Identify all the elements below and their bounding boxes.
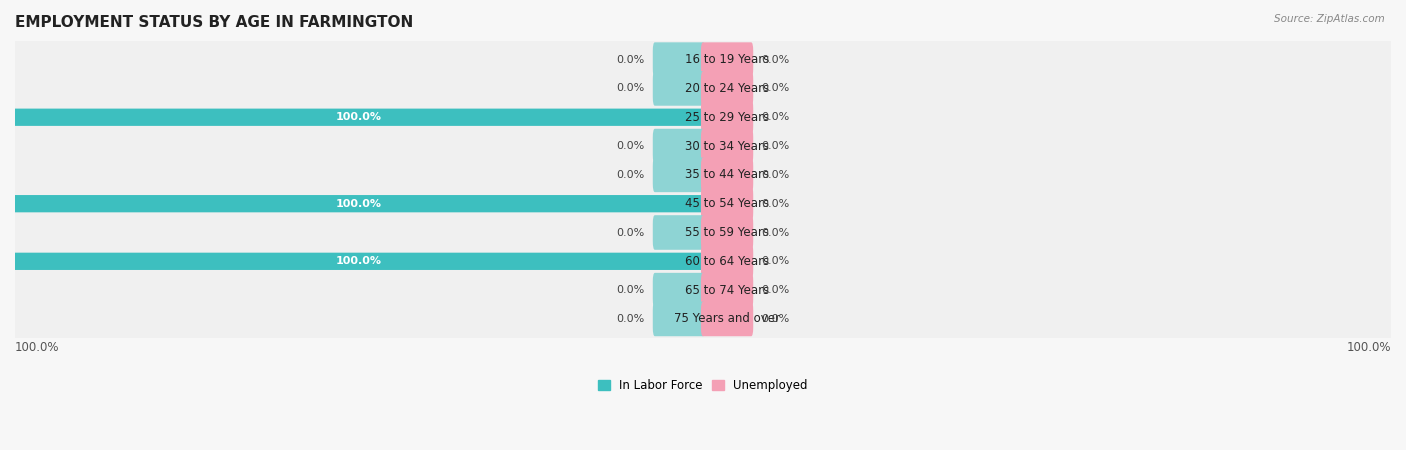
FancyBboxPatch shape [702,273,754,307]
Text: EMPLOYMENT STATUS BY AGE IN FARMINGTON: EMPLOYMENT STATUS BY AGE IN FARMINGTON [15,15,413,30]
FancyBboxPatch shape [652,273,704,307]
Text: 100.0%: 100.0% [336,256,382,266]
Text: 0.0%: 0.0% [616,314,644,324]
FancyBboxPatch shape [702,302,754,336]
Text: 0.0%: 0.0% [616,228,644,238]
FancyBboxPatch shape [15,252,703,270]
FancyBboxPatch shape [15,195,703,212]
Legend: In Labor Force, Unemployed: In Labor Force, Unemployed [593,374,813,397]
Text: 75 Years and over: 75 Years and over [673,312,780,325]
FancyBboxPatch shape [0,36,1406,83]
Text: 100.0%: 100.0% [336,199,382,209]
Text: 35 to 44 Years: 35 to 44 Years [685,168,769,181]
FancyBboxPatch shape [702,71,754,106]
FancyBboxPatch shape [0,152,1406,198]
Text: 0.0%: 0.0% [762,256,790,266]
Text: 0.0%: 0.0% [616,54,644,65]
Text: 0.0%: 0.0% [616,170,644,180]
FancyBboxPatch shape [652,158,704,192]
FancyBboxPatch shape [652,215,704,250]
Text: 45 to 54 Years: 45 to 54 Years [685,197,769,210]
Text: 0.0%: 0.0% [762,314,790,324]
Text: 65 to 74 Years: 65 to 74 Years [685,284,769,297]
Text: 16 to 19 Years: 16 to 19 Years [685,53,769,66]
FancyBboxPatch shape [702,215,754,250]
FancyBboxPatch shape [0,94,1406,140]
Text: 30 to 34 Years: 30 to 34 Years [685,140,769,153]
FancyBboxPatch shape [652,129,704,163]
Text: 55 to 59 Years: 55 to 59 Years [685,226,769,239]
FancyBboxPatch shape [0,180,1406,227]
FancyBboxPatch shape [0,209,1406,256]
FancyBboxPatch shape [0,267,1406,313]
Text: 20 to 24 Years: 20 to 24 Years [685,82,769,95]
FancyBboxPatch shape [0,238,1406,284]
FancyBboxPatch shape [652,302,704,336]
FancyBboxPatch shape [702,244,754,279]
FancyBboxPatch shape [0,296,1406,342]
Text: 0.0%: 0.0% [616,285,644,295]
FancyBboxPatch shape [15,108,703,126]
Text: 0.0%: 0.0% [762,228,790,238]
Text: 100.0%: 100.0% [336,112,382,122]
FancyBboxPatch shape [702,129,754,163]
Text: 0.0%: 0.0% [762,112,790,122]
Text: 100.0%: 100.0% [15,341,59,354]
FancyBboxPatch shape [702,186,754,221]
Text: 0.0%: 0.0% [762,141,790,151]
Text: Source: ZipAtlas.com: Source: ZipAtlas.com [1274,14,1385,23]
FancyBboxPatch shape [702,100,754,135]
FancyBboxPatch shape [0,65,1406,112]
Text: 60 to 64 Years: 60 to 64 Years [685,255,769,268]
FancyBboxPatch shape [702,158,754,192]
FancyBboxPatch shape [652,42,704,77]
FancyBboxPatch shape [652,71,704,106]
Text: 0.0%: 0.0% [762,54,790,65]
Text: 0.0%: 0.0% [616,83,644,94]
Text: 0.0%: 0.0% [762,83,790,94]
FancyBboxPatch shape [0,123,1406,169]
Text: 25 to 29 Years: 25 to 29 Years [685,111,769,124]
Text: 0.0%: 0.0% [762,199,790,209]
FancyBboxPatch shape [702,42,754,77]
Text: 0.0%: 0.0% [616,141,644,151]
Text: 0.0%: 0.0% [762,170,790,180]
Text: 100.0%: 100.0% [1347,341,1391,354]
Text: 0.0%: 0.0% [762,285,790,295]
